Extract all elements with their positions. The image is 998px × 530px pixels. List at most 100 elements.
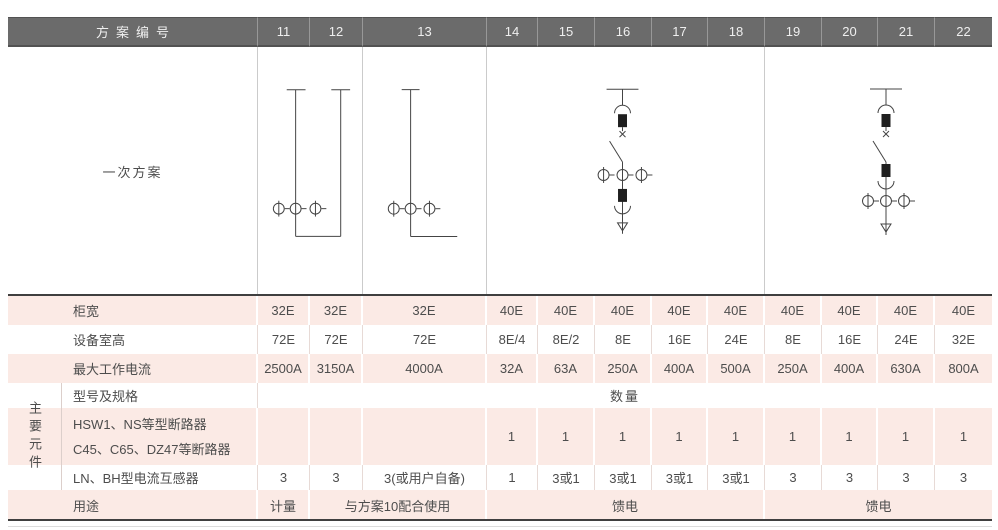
breaker-qty-value: 1 <box>652 408 708 465</box>
room-height-value: 8E <box>765 325 822 354</box>
cabinet-width-value: 40E <box>652 296 708 325</box>
room-height-value: 8E/4 <box>487 325 538 354</box>
ct-qty-value: 3或1 <box>708 465 765 490</box>
main-components-group-label: 主要元件 <box>8 383 62 490</box>
max-current-value: 400A <box>652 354 708 383</box>
breaker-label-line1: HSW1、NS等型断路器 <box>73 416 207 432</box>
scheme-diagram-19-22 <box>765 47 992 296</box>
ct-qty-value: 3或1 <box>538 465 595 490</box>
scheme-spec-table: 方案编号 11 12 13 14 15 16 17 18 19 20 21 22… <box>8 17 992 520</box>
ct-qty-value: 3 <box>765 465 822 490</box>
cabinet-width-value: 40E <box>878 296 935 325</box>
col-header-18: 18 <box>708 17 765 47</box>
table-shadow-line <box>8 526 992 527</box>
max-current-value: 2500A <box>258 354 310 383</box>
primary-scheme-label: 一次方案 <box>8 47 258 296</box>
table-body-bottom-rule <box>8 519 992 521</box>
room-height-value: 8E/2 <box>538 325 595 354</box>
col-header-21: 21 <box>878 17 935 47</box>
scheme-diagram-13 <box>363 47 487 296</box>
scheme-number-header-label: 方案编号 <box>8 17 258 47</box>
ct-qty-value: 3或1 <box>652 465 708 490</box>
ct-qty-value: 3或1 <box>595 465 652 490</box>
scheme-diagram-11-12 <box>258 47 363 296</box>
cabinet-width-value: 40E <box>538 296 595 325</box>
withdrawable-feeder-diagram-icon <box>862 88 915 235</box>
cabinet-width-value: 32E <box>363 296 487 325</box>
breaker-qty-value: 1 <box>765 408 822 465</box>
cabinet-width-value: 40E <box>487 296 538 325</box>
ct-qty-value: 3 <box>878 465 935 490</box>
col-header-16: 16 <box>595 17 652 47</box>
cabinet-width-value: 40E <box>822 296 878 325</box>
usage-feeder-cell: 馈电 <box>765 490 992 520</box>
col-header-20: 20 <box>822 17 878 47</box>
ct-qty-value: 3 <box>822 465 878 490</box>
ct-qty-value: 3(或用户自备) <box>363 465 487 490</box>
breaker-qty-value: 1 <box>538 408 595 465</box>
current-transformer-label: LN、BH型电流互感器 <box>62 465 258 490</box>
col-header-22: 22 <box>935 17 992 47</box>
table-body-top-rule <box>8 294 992 296</box>
max-current-value: 250A <box>595 354 652 383</box>
col-header-19: 19 <box>765 17 822 47</box>
usage-feeder-cell: 馈电 <box>487 490 765 520</box>
room-height-value: 8E <box>595 325 652 354</box>
breaker-qty-empty <box>310 408 363 465</box>
room-height-value: 24E <box>878 325 935 354</box>
breaker-qty-value: 1 <box>935 408 992 465</box>
usage-metering-cell: 计量 <box>258 490 310 520</box>
max-current-value: 800A <box>935 354 992 383</box>
withdrawable-feeder-diagram-icon <box>597 88 653 234</box>
col-header-11: 11 <box>258 17 310 47</box>
cabinet-width-label: 柜宽 <box>8 296 258 325</box>
incoming-single-riser-diagram-icon <box>387 89 458 237</box>
cabinet-width-value: 40E <box>708 296 765 325</box>
room-height-value: 72E <box>258 325 310 354</box>
ct-qty-value: 3 <box>935 465 992 490</box>
room-height-value: 72E <box>310 325 363 354</box>
col-header-14: 14 <box>487 17 538 47</box>
model-spec-label: 型号及规格 <box>62 383 258 408</box>
scheme-diagram-14-18 <box>487 47 765 296</box>
cabinet-width-value: 32E <box>258 296 310 325</box>
max-current-value: 3150A <box>310 354 363 383</box>
breaker-qty-empty <box>258 408 310 465</box>
room-height-value: 72E <box>363 325 487 354</box>
ct-qty-value: 1 <box>487 465 538 490</box>
breaker-qty-value: 1 <box>822 408 878 465</box>
max-current-value: 4000A <box>363 354 487 383</box>
incoming-double-riser-diagram-icon <box>272 89 351 237</box>
breaker-label-line2: C45、C65、DZ47等断路器 <box>73 441 231 457</box>
breaker-qty-value: 1 <box>487 408 538 465</box>
breaker-types-label: HSW1、NS等型断路器 C45、C65、DZ47等断路器 <box>62 408 258 465</box>
quantity-merged-cell: 数量 <box>258 383 992 408</box>
room-height-value: 16E <box>652 325 708 354</box>
max-current-value: 250A <box>765 354 822 383</box>
room-height-value: 24E <box>708 325 765 354</box>
cabinet-width-value: 40E <box>595 296 652 325</box>
max-current-label: 最大工作电流 <box>8 354 258 383</box>
max-current-value: 400A <box>822 354 878 383</box>
max-current-value: 63A <box>538 354 595 383</box>
col-header-15: 15 <box>538 17 595 47</box>
cabinet-width-value: 40E <box>935 296 992 325</box>
col-header-13: 13 <box>363 17 487 47</box>
usage-with-scheme10-cell: 与方案10配合使用 <box>310 490 487 520</box>
usage-label: 用途 <box>8 490 258 520</box>
cabinet-width-value: 40E <box>765 296 822 325</box>
col-header-17: 17 <box>652 17 708 47</box>
max-current-value: 500A <box>708 354 765 383</box>
cabinet-width-value: 32E <box>310 296 363 325</box>
breaker-qty-empty <box>363 408 487 465</box>
breaker-qty-value: 1 <box>595 408 652 465</box>
room-height-label: 设备室高 <box>8 325 258 354</box>
max-current-value: 32A <box>487 354 538 383</box>
room-height-value: 32E <box>935 325 992 354</box>
room-height-value: 16E <box>822 325 878 354</box>
breaker-qty-value: 1 <box>878 408 935 465</box>
col-header-12: 12 <box>310 17 363 47</box>
ct-qty-value: 3 <box>258 465 310 490</box>
max-current-value: 630A <box>878 354 935 383</box>
ct-qty-value: 3 <box>310 465 363 490</box>
